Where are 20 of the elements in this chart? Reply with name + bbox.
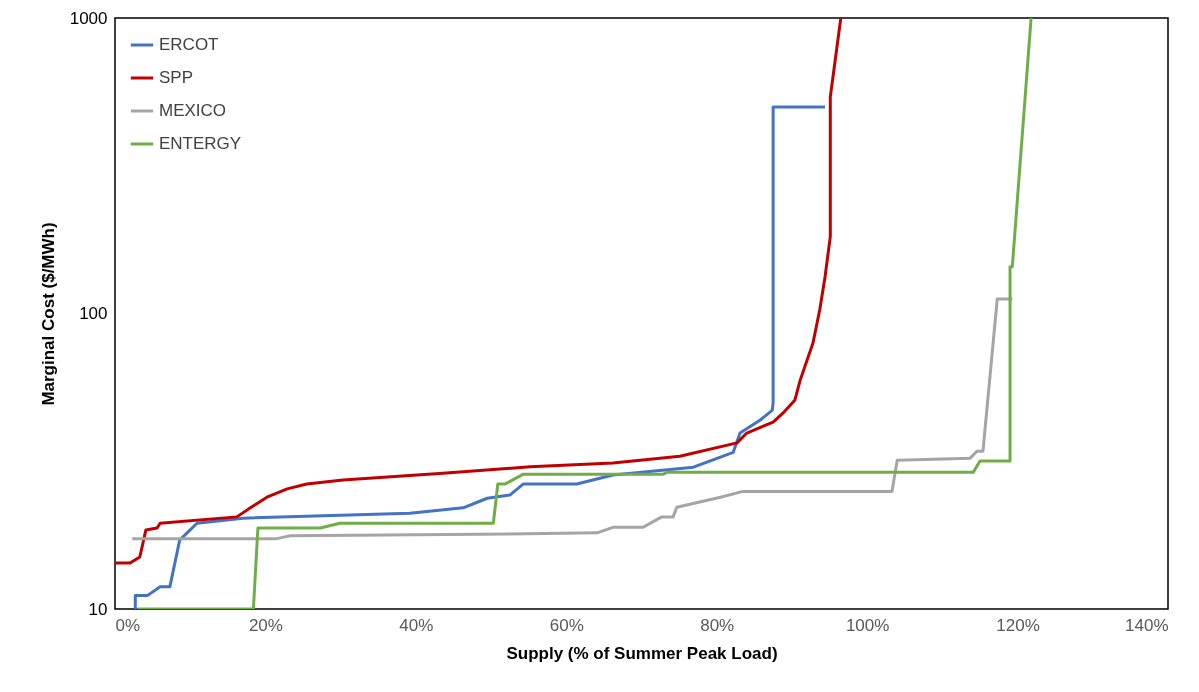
legend-label: ENTERGY	[159, 134, 242, 153]
y-tick-label: 1000	[69, 8, 108, 28]
x-tick-label: 0%	[115, 615, 141, 635]
legend-label: MEXICO	[159, 101, 227, 120]
line-series	[133, 105, 827, 609]
y-tick-label: 10	[88, 599, 108, 619]
legend-label: SPP	[159, 68, 194, 87]
y-tick-label: 100	[79, 304, 108, 323]
x-tick-label: 40%	[399, 615, 434, 635]
x-tick-label: 20%	[248, 615, 283, 635]
line-series	[115, 18, 843, 565]
x-tick-label: 140%	[1125, 615, 1169, 635]
line-series	[136, 18, 1033, 609]
x-tick-label: 80%	[700, 615, 735, 635]
x-tick-label: 60%	[549, 615, 584, 635]
x-tick-label: 120%	[996, 615, 1040, 635]
x-tick-label: 100%	[845, 615, 890, 635]
y-axis-title: Marginal Cost ($/MWh)	[38, 222, 58, 406]
x-axis-title: Supply (% of Summer Peak Load)	[506, 643, 778, 663]
legend-label: ERCOT	[159, 35, 219, 54]
